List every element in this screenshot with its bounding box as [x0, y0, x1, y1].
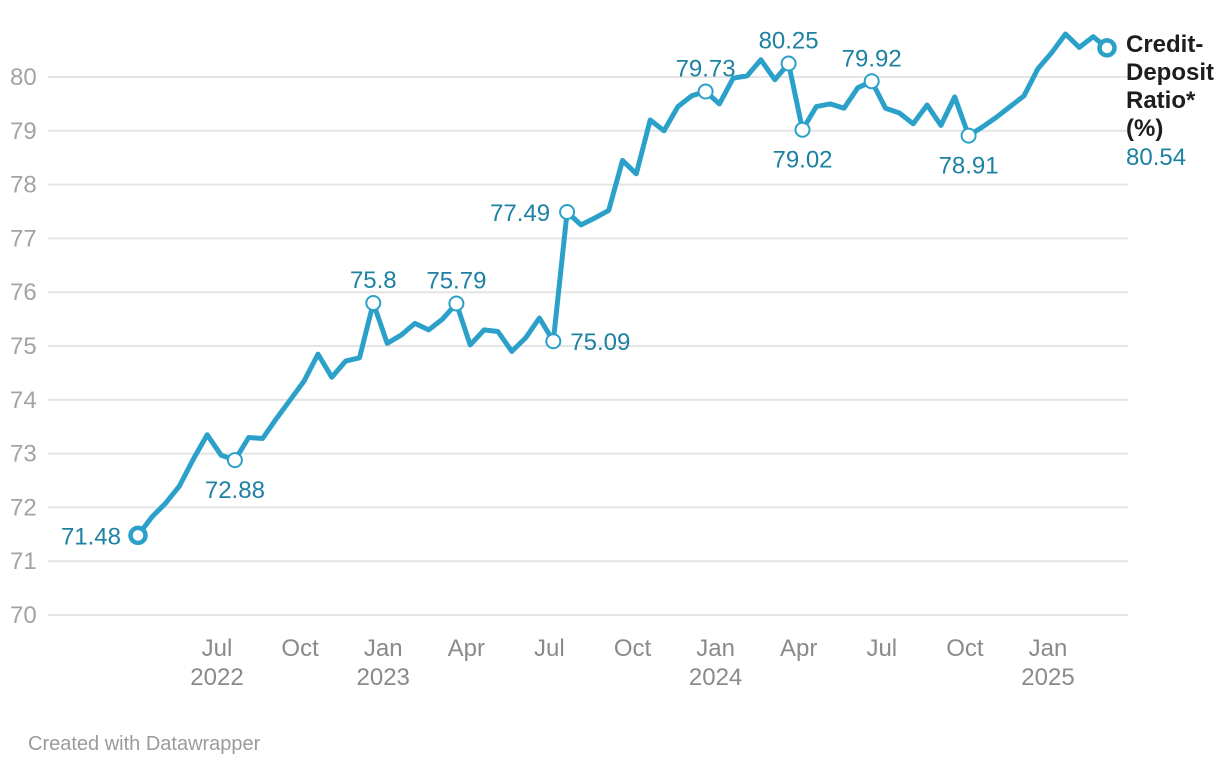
y-tick-label: 79	[10, 118, 37, 145]
x-tick-month-label: Oct	[614, 635, 652, 662]
x-tick-month-label: Jan	[1029, 635, 1068, 662]
x-tick-month-label: Jul	[534, 635, 565, 662]
y-tick-label: 76	[10, 279, 37, 306]
x-tick-month-label: Jul	[202, 635, 233, 662]
data-point-label: 78.91	[939, 153, 999, 180]
data-point-marker	[1097, 38, 1117, 58]
data-point-label: 80.25	[759, 28, 819, 55]
data-point-marker	[960, 127, 977, 144]
y-tick-label: 72	[10, 494, 37, 521]
y-tick-label: 80	[10, 64, 37, 91]
x-tick-month-label: Jul	[866, 635, 897, 662]
x-tick-year-label: 2024	[689, 664, 742, 691]
data-point-label: 75.79	[426, 268, 486, 295]
data-point-marker	[559, 204, 576, 220]
data-point-label: 72.88	[205, 477, 265, 504]
data-point-marker	[448, 295, 465, 312]
data-point-label: 79.73	[676, 56, 736, 83]
x-tick-month-label: Jan	[696, 635, 735, 662]
y-tick-label: 78	[10, 172, 37, 199]
data-point-marker	[226, 452, 243, 469]
x-tick-month-label: Oct	[946, 635, 984, 662]
series-legend-label: Credit-Deposit Ratio* (%)	[1126, 31, 1215, 142]
data-point-marker	[365, 295, 382, 311]
y-tick-label: 73	[10, 441, 37, 468]
y-tick-label: 71	[10, 548, 37, 575]
x-tick-month-label: Apr	[780, 635, 817, 662]
data-point-labels-group: 71.48 72.88 75.8 75.79 75.09 77.49 79.73 80.25 7…	[61, 28, 999, 551]
data-point-label: 71.48	[61, 523, 121, 550]
x-tick-month-label: Jan	[364, 635, 403, 662]
x-tick-month-label: Oct	[281, 635, 319, 662]
series-legend-latest-value: 80.54	[1126, 144, 1187, 171]
y-tick-label: 74	[10, 387, 37, 414]
data-point-marker	[780, 55, 797, 72]
data-point-marker	[697, 83, 714, 100]
data-point-marker	[863, 73, 880, 90]
data-point-markers-group	[128, 38, 1117, 546]
data-point-label: 75.8	[350, 267, 397, 294]
series-line-group	[135, 31, 1110, 538]
data-point-marker	[128, 525, 148, 546]
data-point-marker	[545, 333, 562, 350]
data-point-label: 77.49	[490, 200, 550, 227]
y-axis-labels-group: 70 71 72 73 74 75 76 77 78 79 80	[10, 64, 37, 629]
datawrapper-attribution: Created with Datawrapper	[28, 733, 261, 755]
data-point-label: 79.92	[842, 45, 902, 72]
gridlines-group	[48, 76, 1128, 616]
x-tick-year-label: 2025	[1021, 664, 1074, 691]
series-legend: Credit-Deposit Ratio* (%) 80.54	[1126, 31, 1220, 172]
data-point-label: 75.09	[570, 329, 630, 356]
x-tick-month-label: Apr	[448, 635, 485, 662]
y-tick-label: 75	[10, 333, 37, 360]
y-tick-label: 77	[10, 225, 37, 252]
x-tick-year-label: 2023	[357, 664, 410, 691]
x-tick-year-label: 2022	[190, 664, 243, 691]
data-point-label: 79.02	[772, 147, 832, 174]
data-point-marker	[794, 121, 811, 138]
series-line	[135, 31, 1110, 538]
y-tick-label: 70	[10, 602, 37, 629]
